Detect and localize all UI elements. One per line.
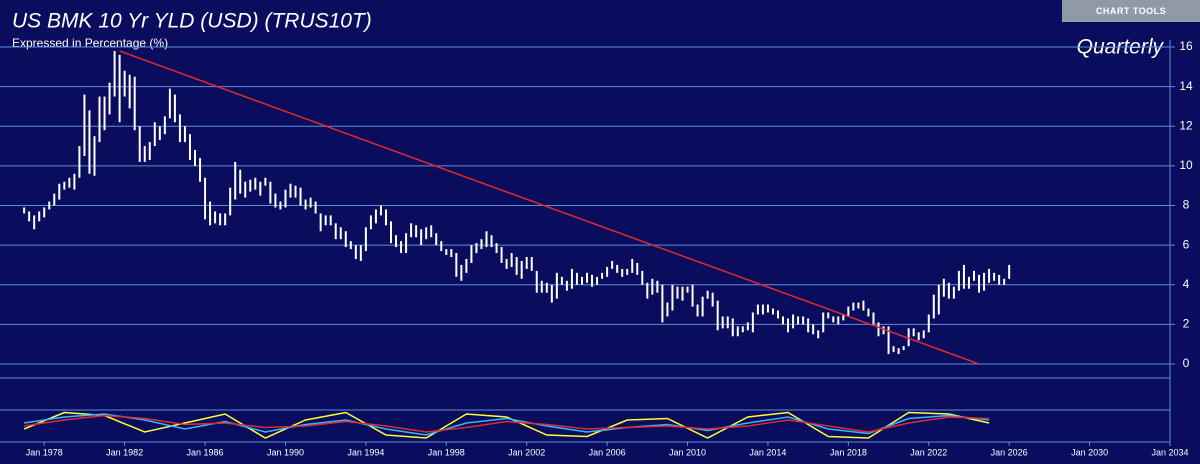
oscillator-line <box>24 414 990 433</box>
x-tick-label: Jan 1998 <box>428 447 465 457</box>
y-tick-label: 2 <box>1183 317 1190 331</box>
x-tick-label: Jan 2022 <box>910 447 947 457</box>
chart-title: US BMK 10 Yr YLD (USD) (TRUS10T) <box>12 10 372 33</box>
x-tick-label: Jan 2018 <box>830 447 867 457</box>
oscillator-line <box>23 411 990 439</box>
y-tick-label: 10 <box>1179 158 1193 172</box>
oscillator-line <box>24 413 990 436</box>
y-tick-label: 8 <box>1183 198 1190 212</box>
x-tick-label: Jan 2006 <box>589 447 626 457</box>
y-tick-label: 4 <box>1183 277 1190 291</box>
x-tick-label: Jan 1982 <box>106 447 143 457</box>
chart-subtitle: Expressed in Percentage (%) <box>12 36 168 50</box>
x-tick-label: Jan 2010 <box>669 447 706 457</box>
trendline <box>119 50 980 365</box>
x-tick-label: Jan 1990 <box>267 447 304 457</box>
x-tick-label: Jan 2002 <box>508 447 545 457</box>
x-tick-label: Jan 1978 <box>26 447 63 457</box>
x-tick-label: Jan 2026 <box>991 447 1028 457</box>
chart-tools-button[interactable]: CHART TOOLS <box>1062 0 1200 22</box>
y-tick-label: 14 <box>1179 79 1193 93</box>
x-tick-label: Jan 2030 <box>1071 447 1108 457</box>
y-tick-label: 6 <box>1183 237 1190 251</box>
x-tick-label: Jan 1986 <box>187 447 224 457</box>
y-tick-label: 16 <box>1179 39 1193 53</box>
x-tick-label: Jan 2014 <box>749 447 786 457</box>
y-tick-label: 12 <box>1179 118 1193 132</box>
x-tick-label: Jan 1994 <box>347 447 384 457</box>
y-tick-label: 0 <box>1183 356 1190 370</box>
x-tick-label: Jan 2034 <box>1151 447 1188 457</box>
